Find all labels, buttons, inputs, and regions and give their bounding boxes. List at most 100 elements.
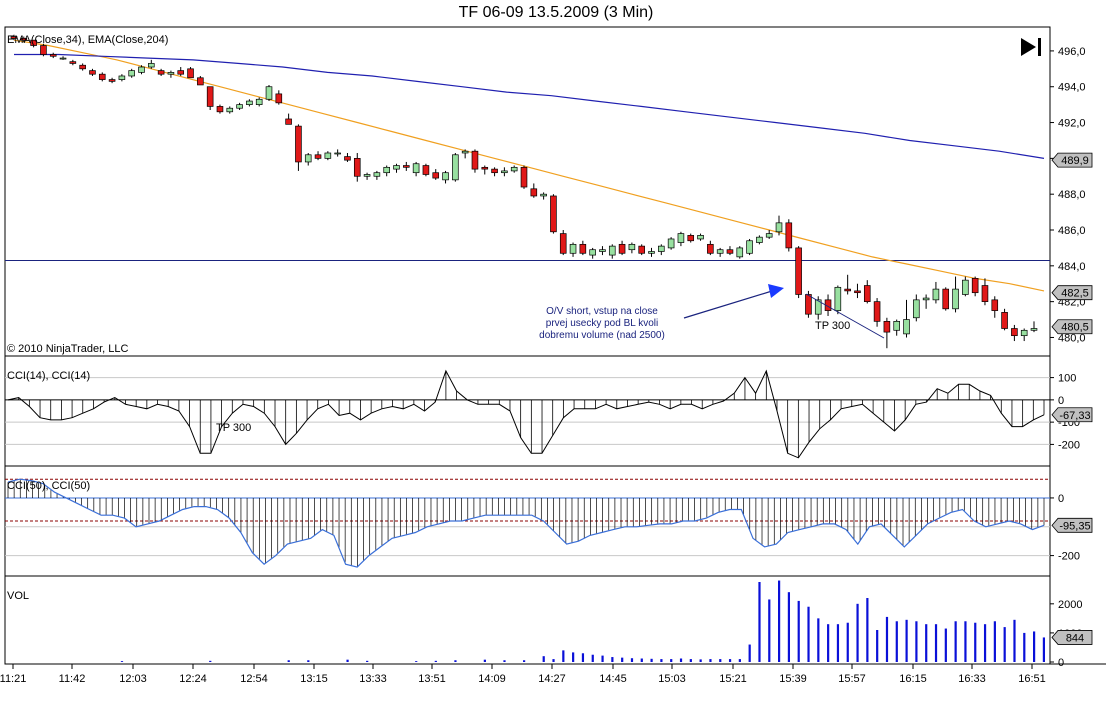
candle[interactable]	[991, 296, 999, 318]
candle[interactable]	[40, 43, 47, 57]
candle[interactable]	[844, 274, 851, 295]
candle[interactable]	[942, 287, 950, 311]
candle[interactable]	[540, 192, 547, 200]
candle[interactable]	[667, 237, 675, 250]
candle[interactable]	[1011, 324, 1018, 342]
candle[interactable]	[452, 152, 459, 182]
candle[interactable]	[432, 169, 440, 180]
candle[interactable]	[157, 68, 165, 76]
candle[interactable]	[403, 161, 410, 171]
candle[interactable]	[138, 65, 145, 75]
candle[interactable]	[922, 294, 930, 309]
candle[interactable]	[716, 247, 724, 257]
candle[interactable]	[255, 97, 263, 107]
candle[interactable]	[344, 152, 351, 162]
candle[interactable]	[1030, 321, 1038, 333]
candle[interactable]	[962, 276, 969, 297]
candle[interactable]	[873, 298, 881, 327]
candle[interactable]	[295, 124, 302, 171]
candle[interactable]	[265, 84, 273, 102]
candle[interactable]	[658, 244, 665, 256]
candle[interactable]	[677, 231, 685, 247]
skip-to-end-icon[interactable]	[1021, 38, 1041, 56]
candle[interactable]	[726, 246, 734, 256]
candle[interactable]	[187, 67, 194, 79]
candle[interactable]	[903, 299, 910, 338]
candle[interactable]	[59, 56, 67, 60]
candle[interactable]	[148, 59, 155, 69]
candle[interactable]	[30, 39, 37, 48]
candle[interactable]	[746, 238, 753, 256]
candle[interactable]	[314, 151, 322, 161]
candle[interactable]	[559, 230, 567, 256]
candle[interactable]	[550, 194, 557, 234]
candle[interactable]	[216, 104, 224, 114]
candle[interactable]	[1001, 308, 1008, 331]
candle[interactable]	[785, 219, 793, 252]
candle[interactable]	[608, 244, 616, 259]
candle[interactable]	[363, 172, 371, 180]
candle[interactable]	[599, 246, 606, 256]
candle[interactable]	[167, 70, 175, 78]
candle[interactable]	[108, 77, 116, 84]
candle[interactable]	[353, 152, 361, 182]
candle[interactable]	[285, 113, 292, 125]
candle[interactable]	[618, 240, 626, 256]
candle[interactable]	[334, 149, 341, 157]
candle[interactable]	[638, 244, 645, 256]
candle[interactable]	[765, 230, 773, 239]
candle[interactable]	[128, 68, 135, 78]
candle[interactable]	[971, 276, 979, 297]
candle[interactable]	[412, 161, 420, 177]
candle[interactable]	[383, 165, 390, 177]
candle[interactable]	[932, 281, 940, 304]
candle[interactable]	[501, 167, 508, 177]
candle[interactable]	[814, 296, 822, 320]
candle[interactable]	[422, 163, 430, 177]
candle[interactable]	[177, 67, 185, 76]
candle[interactable]	[775, 215, 783, 236]
candle[interactable]	[304, 152, 312, 166]
candle[interactable]	[491, 167, 498, 177]
candle[interactable]	[569, 242, 577, 257]
candle[interactable]	[893, 319, 900, 336]
candle[interactable]	[49, 52, 57, 59]
candle[interactable]	[687, 233, 695, 243]
candle[interactable]	[520, 165, 528, 189]
candle[interactable]	[981, 278, 989, 306]
candle[interactable]	[863, 280, 871, 304]
candle[interactable]	[579, 240, 587, 256]
candle[interactable]	[393, 163, 400, 173]
candle[interactable]	[736, 246, 744, 259]
candle[interactable]	[834, 285, 842, 315]
candle[interactable]	[236, 102, 243, 111]
candle[interactable]	[206, 86, 214, 111]
candle[interactable]	[952, 276, 959, 313]
candle[interactable]	[530, 183, 538, 198]
candle[interactable]	[118, 74, 126, 82]
candle[interactable]	[697, 233, 704, 241]
candle[interactable]	[481, 165, 489, 175]
candle[interactable]	[324, 151, 332, 161]
candle[interactable]	[648, 247, 655, 257]
candle[interactable]	[461, 149, 469, 159]
candle[interactable]	[226, 106, 234, 114]
candle[interactable]	[913, 294, 920, 322]
candle[interactable]	[795, 246, 802, 299]
candle[interactable]	[246, 99, 253, 107]
candle[interactable]	[707, 240, 714, 256]
candle[interactable]	[756, 235, 763, 245]
candle[interactable]	[89, 68, 96, 76]
candle[interactable]	[1020, 328, 1028, 342]
candle[interactable]	[98, 72, 106, 82]
candle[interactable]	[471, 149, 479, 173]
candle[interactable]	[197, 75, 204, 86]
candle[interactable]	[10, 34, 18, 41]
candle[interactable]	[442, 170, 449, 184]
candle[interactable]	[628, 242, 636, 254]
candle[interactable]	[589, 247, 596, 259]
candle[interactable]	[510, 165, 518, 173]
candle[interactable]	[275, 90, 283, 105]
candle[interactable]	[20, 36, 28, 42]
